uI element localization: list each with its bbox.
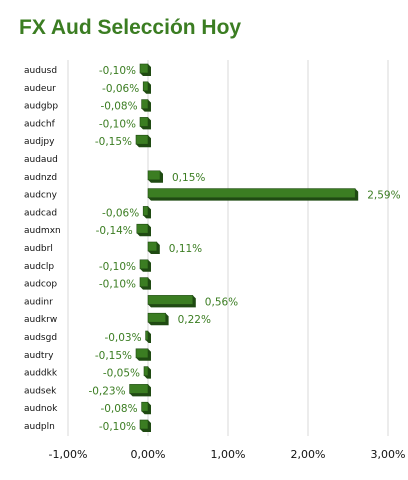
- bar: [142, 206, 149, 216]
- data-label: -0,08%: [100, 101, 137, 113]
- category-label: audmxn: [24, 226, 61, 236]
- data-label: -0,15%: [95, 136, 132, 148]
- category-label: audaud: [24, 155, 58, 165]
- bar: [129, 384, 149, 394]
- data-label: -0,10%: [99, 118, 136, 130]
- data-label: 2,59%: [367, 190, 400, 202]
- data-label: -0,23%: [88, 385, 125, 397]
- bar: [135, 134, 149, 145]
- data-label: 0,11%: [169, 243, 202, 255]
- category-label: audnzd: [24, 173, 57, 183]
- bar: [135, 348, 149, 359]
- bar: [136, 223, 149, 234]
- bar: [141, 99, 149, 109]
- category-label: audcop: [24, 280, 57, 290]
- category-label: audbrl: [24, 244, 53, 254]
- bar: [147, 312, 166, 323]
- data-label: -0,10%: [99, 421, 136, 433]
- x-tick-label: 0,00%: [131, 448, 166, 461]
- data-label: -0,05%: [103, 368, 140, 380]
- category-label: audinr: [24, 297, 53, 307]
- chart-title: FX Aud Selección Hoy: [19, 16, 242, 39]
- data-label: -0,15%: [95, 350, 132, 362]
- bar: [139, 117, 149, 127]
- category-label: audcny: [24, 191, 58, 201]
- bar: [139, 277, 149, 287]
- category-label: audjpy: [24, 137, 55, 147]
- bar: [147, 295, 194, 305]
- data-label: 0,56%: [205, 296, 238, 308]
- category-label: audgbp: [24, 102, 58, 112]
- x-tick-label: 1,00%: [211, 448, 246, 461]
- bar: [145, 330, 149, 341]
- x-tick-label: -1,00%: [49, 448, 88, 461]
- category-label: audchf: [24, 119, 56, 129]
- data-label: -0,03%: [104, 332, 141, 344]
- x-tick-label: 2,00%: [291, 448, 326, 461]
- bar: [143, 366, 149, 376]
- category-label: auddkk: [24, 369, 58, 379]
- x-tick-label: 3,00%: [371, 448, 406, 461]
- category-label: audtry: [24, 351, 54, 361]
- data-label: 0,22%: [178, 314, 211, 326]
- data-label: -0,10%: [99, 65, 136, 77]
- category-label: audusd: [24, 66, 57, 76]
- data-label: -0,14%: [96, 225, 133, 237]
- bar: [139, 419, 149, 430]
- category-label: audsek: [24, 386, 57, 396]
- bar: [147, 241, 158, 252]
- category-label: audsgd: [24, 333, 57, 343]
- category-label: audclp: [24, 262, 54, 272]
- data-label: -0,08%: [100, 403, 137, 415]
- bar: [141, 401, 149, 412]
- data-label: -0,06%: [102, 207, 139, 219]
- category-label: audpln: [24, 422, 55, 432]
- category-label: audcad: [24, 208, 57, 218]
- bar: [147, 188, 356, 198]
- data-label: -0,10%: [99, 279, 136, 291]
- bar: [139, 63, 149, 74]
- bar: [147, 170, 161, 181]
- data-label: 0,15%: [172, 172, 205, 184]
- bars: [129, 63, 359, 432]
- bar: [139, 259, 149, 270]
- category-label: audeur: [24, 84, 56, 94]
- data-label: -0,06%: [102, 83, 139, 95]
- bar: [142, 81, 149, 92]
- category-label: audnok: [24, 404, 58, 414]
- category-label: audkrw: [24, 315, 57, 325]
- data-label: -0,10%: [99, 261, 136, 273]
